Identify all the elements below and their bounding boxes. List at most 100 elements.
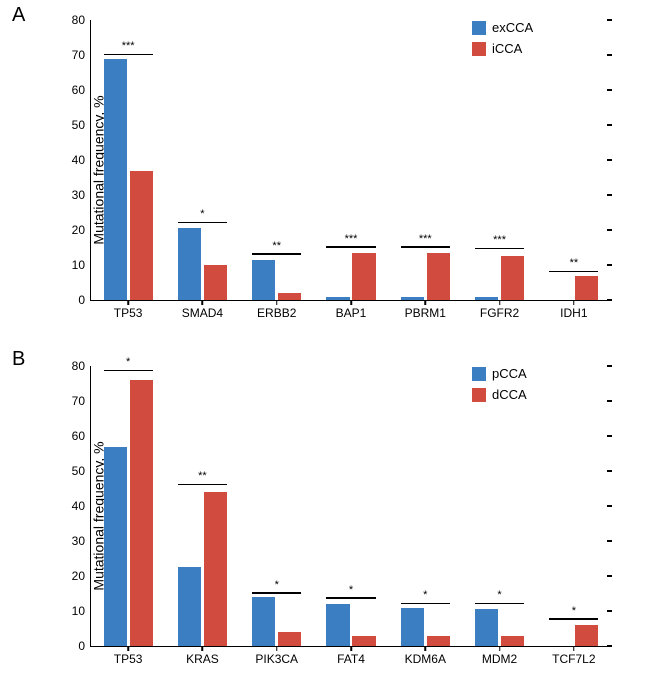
ytick-label: 10 [55, 259, 91, 271]
significance-bar [475, 603, 524, 605]
significance-bar [104, 370, 153, 372]
ytick-label: 20 [55, 570, 91, 582]
bar [130, 171, 153, 301]
figure: A B Mutational frequency, % 010203040506… [0, 0, 660, 696]
xtick-label: FAT4 [337, 646, 365, 666]
bar [204, 492, 227, 646]
ytick-label: 30 [55, 535, 91, 547]
bar [575, 276, 598, 301]
significance-bar [178, 484, 227, 486]
bar [130, 380, 153, 646]
significance-label: * [497, 590, 501, 601]
ytick-mark [607, 540, 612, 542]
significance-label: ** [198, 471, 207, 482]
legend-text: iCCA [492, 41, 522, 56]
ytick-label: 70 [55, 395, 91, 407]
ytick-label: 80 [55, 14, 91, 26]
bar [178, 228, 201, 300]
xtick-label: KRAS [186, 646, 219, 666]
bar [352, 253, 375, 300]
ytick-label: 60 [55, 430, 91, 442]
ytick-mark [607, 194, 612, 196]
ytick-mark [607, 645, 612, 647]
chart-b: Mutational frequency, % 0102030405060708… [20, 356, 640, 676]
ytick-label: 10 [55, 605, 91, 617]
xtick-label: SMAD4 [182, 300, 223, 320]
legend-swatch [472, 21, 486, 35]
significance-bar [326, 597, 375, 599]
significance-label: ** [570, 258, 579, 269]
xtick-label: BAP1 [336, 300, 367, 320]
legend-swatch [472, 367, 486, 381]
bar [401, 297, 424, 300]
bar [278, 632, 301, 646]
significance-label: * [423, 590, 427, 601]
legend-a: exCCA iCCA [472, 20, 533, 62]
ytick-mark [607, 575, 612, 577]
significance-label: *** [345, 234, 358, 245]
ytick-mark [607, 470, 612, 472]
bar [326, 297, 349, 300]
legend-text: dCCA [492, 387, 527, 402]
significance-label: * [200, 209, 204, 220]
significance-label: * [349, 585, 353, 596]
plot-area-a: 01020304050607080TP53***SMAD4*ERBB2**BAP… [90, 20, 611, 301]
bar [427, 253, 450, 300]
xtick-label: MDM2 [482, 646, 517, 666]
ytick-label: 40 [55, 500, 91, 512]
legend-item: dCCA [472, 387, 527, 402]
significance-bar [104, 54, 153, 56]
ytick-mark [607, 299, 612, 301]
ytick-mark [607, 365, 612, 367]
ytick-mark [607, 264, 612, 266]
bar [475, 297, 498, 300]
ytick-label: 40 [55, 154, 91, 166]
xtick-label: PBRM1 [405, 300, 446, 320]
legend-text: exCCA [492, 20, 533, 35]
ytick-mark [607, 435, 612, 437]
ytick-label: 0 [55, 640, 91, 652]
legend-swatch [472, 388, 486, 402]
bar [252, 597, 275, 646]
xtick-label: IDH1 [560, 300, 587, 320]
xtick-label: TCF7L2 [552, 646, 595, 666]
legend-b: pCCA dCCA [472, 366, 527, 408]
significance-label: * [126, 357, 130, 368]
bar [575, 625, 598, 646]
significance-bar [178, 222, 227, 224]
xtick-label: ERBB2 [257, 300, 296, 320]
ytick-mark [607, 400, 612, 402]
bar [326, 604, 349, 646]
bar [401, 608, 424, 647]
significance-label: *** [493, 235, 506, 246]
ytick-mark [607, 229, 612, 231]
ytick-label: 60 [55, 84, 91, 96]
chart-a: Mutational frequency, % 0102030405060708… [20, 10, 640, 330]
significance-label: * [275, 580, 279, 591]
ytick-label: 50 [55, 119, 91, 131]
xtick-label: FGFR2 [480, 300, 519, 320]
ytick-mark [607, 505, 612, 507]
legend-text: pCCA [492, 366, 527, 381]
xtick-label: PIK3CA [255, 646, 298, 666]
significance-bar [401, 603, 450, 605]
xtick-label: TP53 [114, 300, 143, 320]
significance-bar [549, 618, 598, 620]
ytick-mark [607, 19, 612, 21]
bar [501, 256, 524, 300]
significance-bar [252, 253, 301, 255]
legend-item: pCCA [472, 366, 527, 381]
significance-label: *** [122, 41, 135, 52]
plot-area-b: 01020304050607080TP53*KRAS**PIK3CA*FAT4*… [90, 366, 611, 647]
bar [475, 609, 498, 646]
bar [204, 265, 227, 300]
bar [501, 636, 524, 647]
bar [278, 293, 301, 300]
ytick-label: 0 [55, 294, 91, 306]
significance-label: ** [272, 241, 281, 252]
ytick-label: 30 [55, 189, 91, 201]
ytick-label: 80 [55, 360, 91, 372]
legend-swatch [472, 42, 486, 56]
ytick-mark [607, 159, 612, 161]
ytick-label: 50 [55, 465, 91, 477]
